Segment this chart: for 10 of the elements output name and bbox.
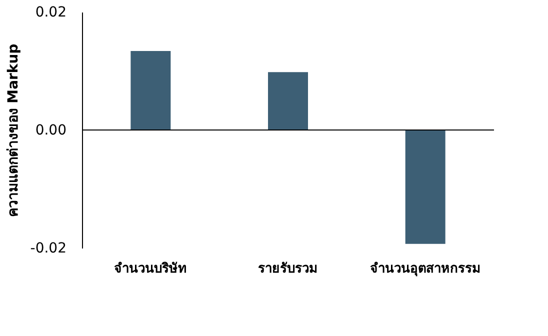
y-tick-label: -0.02: [30, 240, 66, 256]
x-tick-label: จำนวนอุตสาหกรรม: [370, 260, 481, 276]
x-tick-label: จำนวนบริษัท: [114, 260, 188, 276]
y-tick-label: 0.02: [35, 4, 66, 20]
bar: [405, 130, 446, 244]
bar: [130, 50, 171, 130]
x-tick-label: รายรับรวม: [258, 262, 318, 276]
y-tick-label: 0.00: [35, 122, 66, 138]
bar: [268, 72, 308, 130]
y-axis-title: ความแตกต่างของ Markup: [5, 44, 22, 218]
